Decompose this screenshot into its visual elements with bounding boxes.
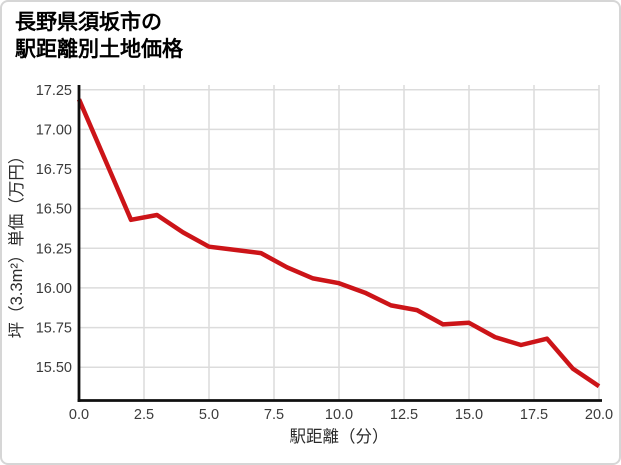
y-tick-label: 16.50 — [36, 202, 72, 218]
x-tick-label: 20.0 — [585, 407, 613, 423]
chart-title-line2: 駅距離別土地価格 — [15, 38, 183, 61]
chart-title: 長野県須坂市の 駅距離別土地価格 — [15, 9, 183, 63]
axis-spines — [77, 85, 602, 402]
x-tick-label: 10.0 — [325, 407, 353, 423]
x-tick-label: 7.5 — [264, 407, 284, 423]
x-tick-label: 0.0 — [69, 407, 89, 423]
y-tick-label: 16.25 — [36, 241, 72, 257]
tick-labels: 15.50 15.75 16.00 16.25 16.50 16.75 17.00 17.25… — [36, 83, 613, 423]
x-tick-label: 17.5 — [520, 407, 548, 423]
y-axis-label: 坪（3.3m²）単価（万円） — [7, 148, 26, 339]
x-tick-label: 5.0 — [199, 407, 219, 423]
x-tick-label: 2.5 — [134, 407, 154, 423]
y-tick-label: 15.75 — [36, 321, 72, 337]
x-axis-label: 駅距離（分） — [290, 427, 389, 446]
y-tick-label: 16.75 — [36, 162, 72, 178]
y-tick-label: 17.00 — [36, 122, 72, 138]
y-tick-label: 17.25 — [36, 83, 72, 99]
x-tick-label: 15.0 — [455, 407, 483, 423]
chart-title-line1: 長野県須坂市の — [15, 11, 162, 34]
price-line-series — [76, 98, 601, 389]
price-line — [76, 98, 601, 389]
x-tick-label: 12.5 — [390, 407, 418, 423]
y-tick-label: 16.00 — [36, 281, 72, 297]
y-tick-label: 15.50 — [36, 360, 72, 376]
gridlines — [78, 85, 600, 401]
